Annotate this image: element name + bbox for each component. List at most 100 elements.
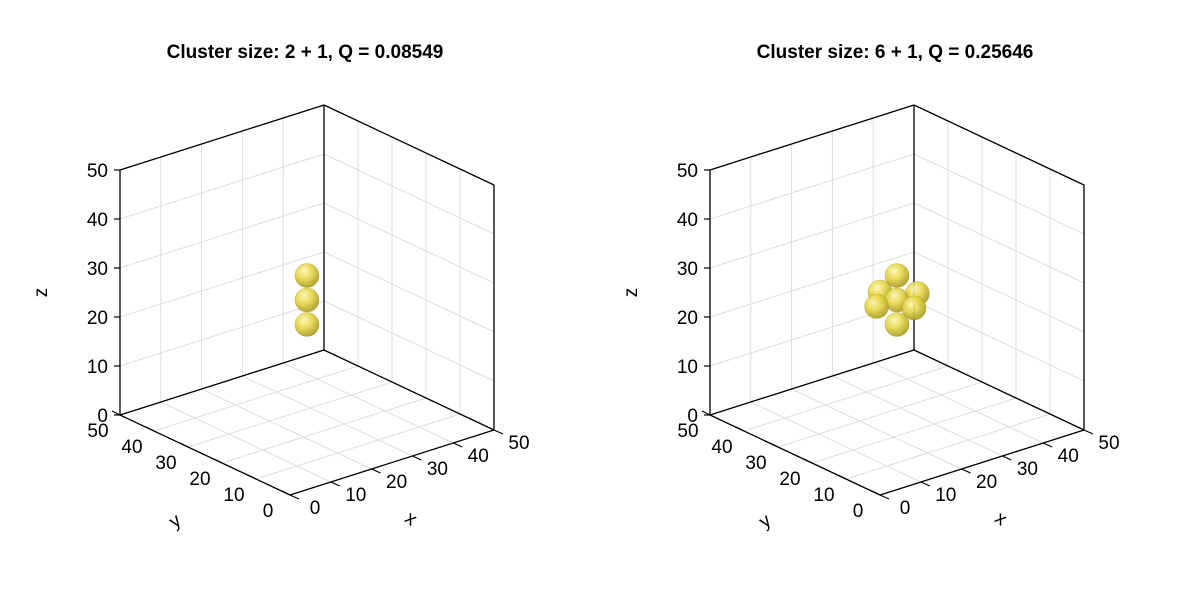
y-tick	[769, 442, 779, 448]
y-tick-label: 10	[813, 485, 834, 506]
y-tick-label: 10	[223, 485, 244, 506]
x-axis-label: x	[991, 508, 1011, 531]
grid-line	[913, 300, 1085, 382]
z-tick-label: 40	[677, 210, 698, 231]
y-tick-label: 40	[121, 437, 142, 458]
y-axis-label: y	[755, 510, 775, 533]
x-tick	[1042, 442, 1053, 448]
y-tick-label: 50	[677, 421, 698, 442]
sphere-marker	[901, 295, 927, 321]
x-tick	[493, 429, 504, 435]
grid-line	[743, 365, 949, 432]
grid-line	[709, 153, 915, 220]
chart-title: Cluster size: 6 + 1, Q = 0.25646	[757, 42, 1034, 63]
sphere-marker	[884, 312, 910, 337]
x-tick-label: 20	[976, 472, 997, 493]
x-axis-line	[879, 429, 1085, 496]
x-tick-label: 0	[900, 498, 911, 519]
grid-line	[255, 413, 461, 480]
z-tick-label: 10	[677, 357, 698, 378]
grid-line	[119, 300, 325, 367]
y-tick-label: 0	[853, 501, 864, 522]
grid-line	[160, 401, 332, 483]
data-point	[901, 295, 927, 321]
z-tick-label: 30	[87, 259, 108, 280]
grid-line	[750, 401, 922, 483]
chart-panel-left: Cluster size: 2 + 1, Q = 0.08549 0 0 0 10 10 1…	[31, 42, 530, 533]
y-tick	[145, 426, 155, 432]
z-tick-label: 40	[87, 210, 108, 231]
axis-frame-edge	[119, 349, 325, 416]
z-tick-label: 0	[687, 406, 698, 427]
grid-line	[201, 388, 372, 470]
y-tick	[837, 474, 847, 480]
y-tick	[213, 458, 223, 464]
y-tick	[803, 458, 813, 464]
axis-frame-edge	[709, 104, 915, 171]
y-tick-label: 20	[779, 469, 800, 490]
axis-frame-edge	[709, 349, 915, 416]
axis-frame-edge	[119, 104, 325, 171]
y-tick	[281, 490, 291, 496]
grid-line	[242, 375, 413, 457]
z-axis-label: z	[31, 288, 52, 298]
axis-frame-edge	[323, 349, 495, 431]
y-tick-label: 40	[711, 437, 732, 458]
x-tick	[371, 468, 381, 474]
x-tick-label: 50	[1098, 433, 1119, 454]
x-tick	[452, 442, 463, 448]
grid-line	[913, 153, 1085, 235]
data-point	[294, 263, 320, 288]
x-tick	[412, 455, 422, 461]
grid-line	[913, 251, 1085, 333]
y-tick-label: 30	[745, 453, 766, 474]
y-tick-label: 0	[263, 501, 274, 522]
y-tick	[111, 410, 121, 416]
data-point	[294, 312, 320, 337]
x-tick	[289, 494, 300, 500]
grid-line	[872, 362, 1044, 444]
y-axis-label: y	[165, 510, 185, 533]
y-tick-label: 20	[189, 469, 210, 490]
z-tick-label: 10	[87, 357, 108, 378]
data-point	[884, 312, 910, 337]
x-axis-line	[289, 429, 495, 496]
sphere-marker	[294, 287, 320, 313]
z-tick-label: 0	[97, 406, 108, 427]
grid-line	[187, 381, 393, 448]
y-tick	[701, 410, 711, 416]
y-tick	[871, 490, 881, 496]
sphere-marker	[294, 263, 320, 288]
z-axis-label: z	[621, 288, 642, 298]
x-tick	[920, 481, 931, 487]
x-tick	[1083, 429, 1094, 435]
sphere-marker	[864, 294, 889, 319]
y-tick-label: 30	[155, 453, 176, 474]
z-tick-label: 50	[87, 161, 108, 182]
sphere-marker	[884, 263, 910, 288]
y-tick	[247, 474, 257, 480]
data-point	[864, 294, 889, 319]
x-tick	[330, 481, 341, 487]
grid-line	[282, 362, 454, 444]
grid-line	[323, 202, 495, 284]
z-tick-label: 50	[677, 161, 698, 182]
grid-line	[709, 202, 915, 269]
x-tick-label: 40	[1058, 446, 1079, 467]
x-tick	[1002, 455, 1012, 461]
axis-frame-edge	[913, 104, 1085, 186]
grid-line	[832, 375, 1003, 457]
chart-panel-right: Cluster size: 6 + 1, Q = 0.25646 0 0 0 10 10 1…	[621, 42, 1120, 533]
grid-line	[119, 251, 325, 318]
x-tick-label: 30	[1017, 459, 1038, 480]
y-tick-label: 50	[87, 421, 108, 442]
chart-title: Cluster size: 2 + 1, Q = 0.08549	[167, 42, 444, 63]
x-tick-label: 20	[386, 472, 407, 493]
grid-line	[323, 251, 495, 333]
z-tick-label: 20	[87, 308, 108, 329]
x-tick-label: 50	[508, 433, 529, 454]
x-tick-label: 10	[345, 485, 366, 506]
x-tick-label: 10	[935, 485, 956, 506]
grid-line	[221, 397, 427, 464]
grid-line	[709, 251, 915, 318]
